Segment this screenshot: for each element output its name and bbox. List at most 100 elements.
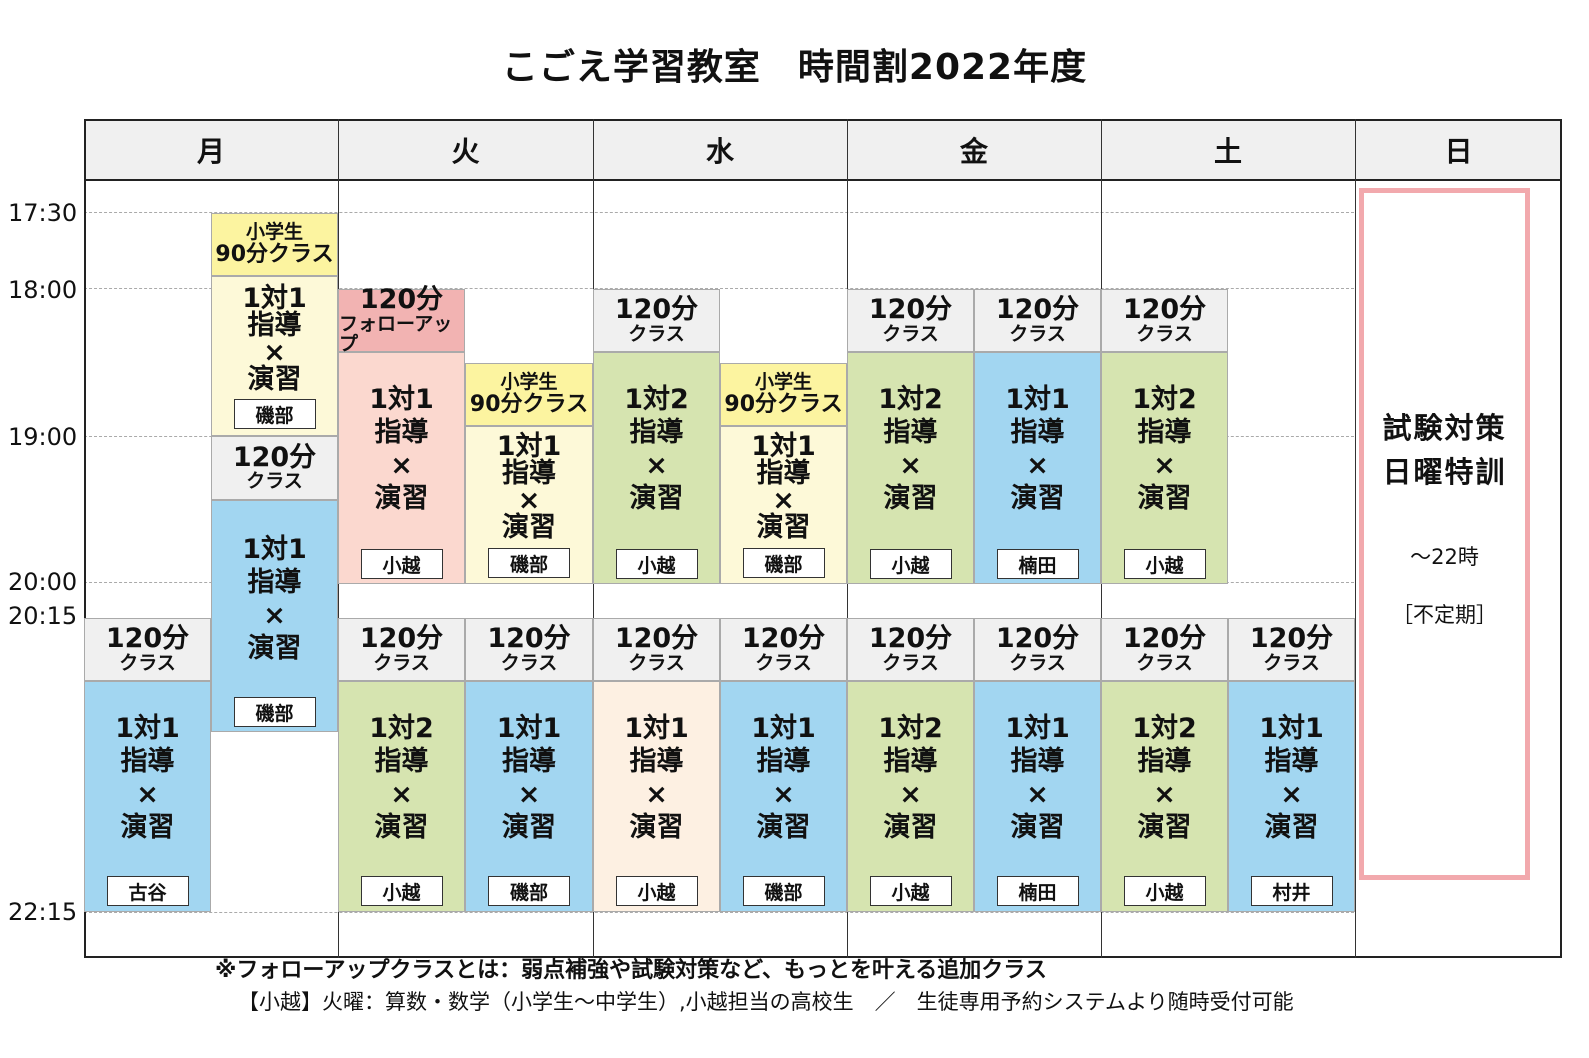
class-block: 1対1 指導 × 演習 村井 xyxy=(1228,681,1355,912)
sunday-special-panel: 試験対策 日曜特訓 ～22時 ［不定期］ xyxy=(1359,188,1530,880)
class-block: 1対1 指導 × 演習 古谷 xyxy=(84,681,211,912)
body-line: 1対1 xyxy=(496,431,562,462)
body-line: 演習 xyxy=(883,483,938,514)
label-line: フォローアップ xyxy=(339,312,453,355)
class-label-120: 120分 クラス xyxy=(1101,618,1228,681)
label-line: クラス xyxy=(1009,322,1066,345)
body-line: 指導 xyxy=(374,746,429,777)
class-block: 1対1 指導 × 演習 楠田 xyxy=(974,352,1101,584)
label-line: 120分 xyxy=(105,623,190,655)
body-line: 演習 xyxy=(1137,812,1192,843)
body-line: 演習 xyxy=(374,812,429,843)
class-block: 1対2 指導 × 演習 小越 xyxy=(1101,681,1228,912)
body-line: 1対2 xyxy=(878,713,943,744)
class-block: 1対1 指導 × 演習 小越 xyxy=(593,681,720,912)
teacher-tag: 小越 xyxy=(360,876,443,906)
teacher-tag: 磯部 xyxy=(233,399,316,429)
body-line: 指導 xyxy=(502,458,556,489)
body-line: × xyxy=(136,779,159,810)
body-line: 1対2 xyxy=(369,713,434,744)
time-line-2215 xyxy=(84,912,1354,913)
class-block: 1対1 指導 × 演習 磯部 xyxy=(720,426,847,584)
class-label-followup: 120分 フォローアップ xyxy=(338,284,465,355)
class-label-120: 120分 クラス xyxy=(1228,618,1355,681)
body-line: 1対1 xyxy=(1005,713,1070,744)
class-label-120: 120分 クラス xyxy=(211,436,338,500)
label-line: クラス xyxy=(882,651,939,674)
day-sun: 日 xyxy=(1444,135,1473,168)
body-line: 1対1 xyxy=(751,431,816,462)
body-line: 1対2 xyxy=(1132,713,1197,744)
body-line: 指導 xyxy=(629,417,684,448)
class-block: 1対2 指導 × 演習 小越 xyxy=(338,681,465,912)
body-line: 演習 xyxy=(247,633,302,664)
day-tue: 火 xyxy=(451,135,480,168)
body-line: × xyxy=(899,450,922,481)
body-line: 指導 xyxy=(247,310,302,341)
class-label-120: 120分 クラス xyxy=(338,618,465,681)
body-line: 演習 xyxy=(502,812,556,843)
label-line: クラス xyxy=(246,470,303,493)
body-line: 指導 xyxy=(756,458,811,489)
label-line: 120分 xyxy=(1122,623,1207,655)
body-line: × xyxy=(1026,779,1049,810)
body-line: 演習 xyxy=(756,512,811,543)
label-line: 120分 xyxy=(1249,623,1334,655)
teacher-tag: 小越 xyxy=(869,549,952,579)
body-line: 1対2 xyxy=(878,384,943,415)
class-label-120: 120分 クラス xyxy=(847,618,974,681)
label-line: クラス xyxy=(1009,651,1066,674)
body-line: 指導 xyxy=(756,746,811,777)
label-line: クラス xyxy=(1136,322,1193,345)
body-line: 1対1 xyxy=(369,384,434,415)
label-line: 90分クラス xyxy=(469,391,589,417)
sunday-until: ～22時 xyxy=(1410,545,1479,569)
teacher-tag: 磯部 xyxy=(233,697,316,727)
class-block: 1対1 指導 × 演習 磯部 xyxy=(465,681,593,912)
teacher-tag: 小越 xyxy=(615,549,698,579)
body-line: 1対1 xyxy=(496,713,562,744)
label-line: 小学生 xyxy=(245,220,303,243)
class-label-120: 120分 クラス xyxy=(847,289,974,352)
body-line: × xyxy=(1280,779,1303,810)
label-line: クラス xyxy=(628,651,685,674)
body-line: × xyxy=(772,485,795,516)
body-line: 指導 xyxy=(1010,746,1065,777)
label-line: 120分 xyxy=(868,623,953,655)
body-line: 演習 xyxy=(629,483,684,514)
sunday-title-line1: 試験対策 xyxy=(1382,411,1507,445)
class-label-elementary: 小学生 90分クラス xyxy=(720,363,847,426)
label-line: 120分 xyxy=(741,623,826,655)
body-line: × xyxy=(517,485,541,516)
time-label-1900: 19:00 xyxy=(8,423,78,451)
class-label-120: 120分 クラス xyxy=(1101,289,1228,352)
label-line: 90分クラス xyxy=(215,241,334,267)
body-line: 1対1 xyxy=(751,713,816,744)
label-line: 120分 xyxy=(487,623,571,655)
body-line: × xyxy=(390,450,413,481)
teacher-tag: 村井 xyxy=(1250,876,1333,906)
column-divider xyxy=(1355,119,1356,958)
class-block: 1対2 指導 × 演習 小越 xyxy=(1101,352,1228,584)
body-line: 指導 xyxy=(1137,417,1192,448)
body-line: × xyxy=(1153,779,1176,810)
teacher-tag: 小越 xyxy=(1123,876,1206,906)
label-line: 120分 xyxy=(995,294,1080,326)
class-block: 1対1 指導 × 演習 磯部 xyxy=(211,500,338,732)
body-line: 指導 xyxy=(883,417,938,448)
body-line: 指導 xyxy=(374,417,429,448)
label-line: クラス xyxy=(500,651,558,674)
label-line: 小学生 xyxy=(500,370,558,393)
label-line: 120分 xyxy=(359,284,444,316)
label-line: クラス xyxy=(373,651,430,674)
body-line: 1対1 xyxy=(242,283,307,314)
body-line: × xyxy=(390,779,413,810)
label-line: クラス xyxy=(1136,651,1193,674)
body-line: × xyxy=(1153,450,1176,481)
label-line: クラス xyxy=(628,322,685,345)
time-label-1730: 17:30 xyxy=(8,199,78,227)
teacher-tag: 小越 xyxy=(360,549,443,579)
class-block: 1対1 指導 × 演習 小越 xyxy=(338,352,465,584)
body-line: 演習 xyxy=(883,812,938,843)
label-line: 120分 xyxy=(1122,294,1207,326)
